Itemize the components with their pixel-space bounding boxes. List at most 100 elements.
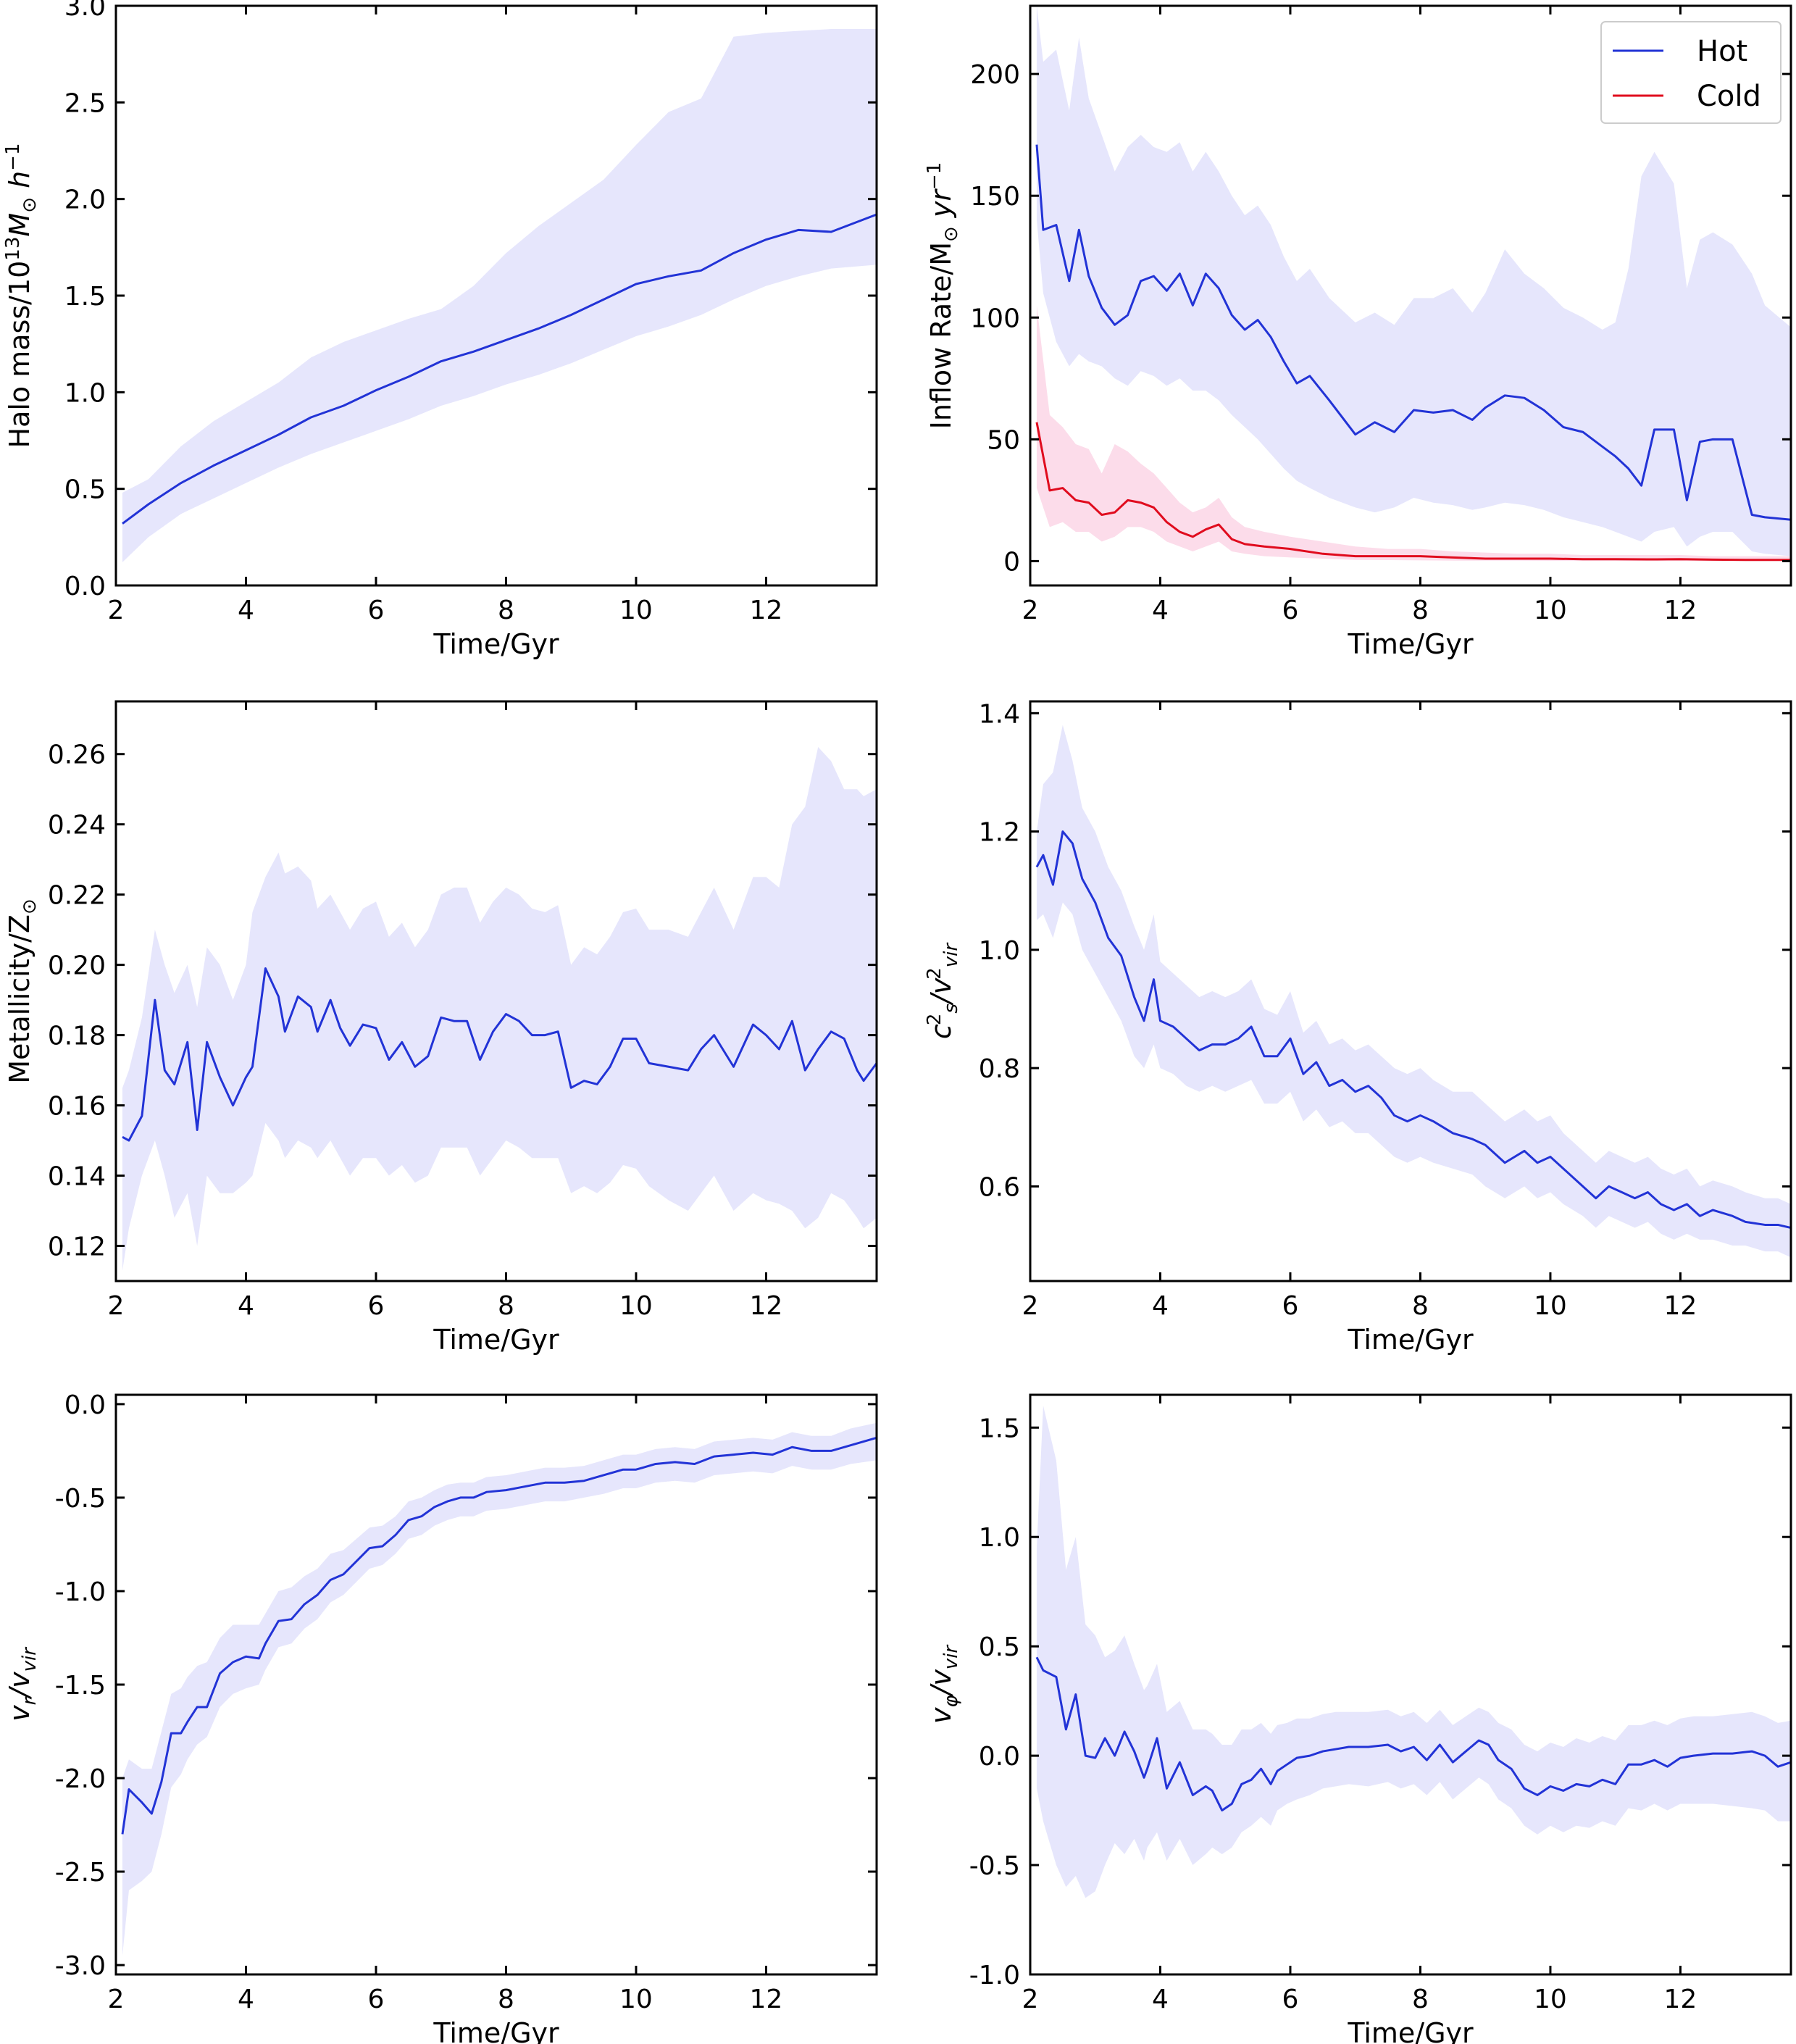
x-tick-label: 12 [1664, 1291, 1697, 1321]
y-tick-label: 0.0 [64, 1390, 106, 1420]
x-tick-label: 8 [498, 1985, 514, 2014]
legend-label-cold: Cold [1697, 80, 1761, 113]
axes-frame [1029, 4, 1792, 587]
y-tick-label: 0.22 [48, 881, 106, 911]
y-axis-label: vφ/vvir [925, 1644, 962, 1724]
x-tick-label: 12 [750, 596, 783, 625]
plot-area [1035, 6, 1791, 562]
panel-azimuthal-velocity: 2 4 6 8 10 12 -1.0 -0.5 0.0 0.5 1.0 1.5 Time/Gyr vφ/v… [925, 1393, 1792, 2044]
x-tick-label: 6 [1282, 1985, 1299, 2014]
x-axis-label: Time/Gyr [433, 2017, 559, 2044]
y-tick-label: -1.0 [55, 1577, 106, 1607]
x-tick-label: 4 [1152, 596, 1169, 625]
series-line-hot [121, 1436, 877, 1835]
x-tick-label: 6 [1282, 1291, 1299, 1321]
x-tick-label: 10 [1534, 596, 1567, 625]
band-hot [122, 29, 877, 562]
y-tick-label: 2.0 [64, 185, 106, 215]
y-tick-label: 0.24 [48, 811, 106, 840]
x-tick-label: 6 [368, 1291, 385, 1321]
x-tick-label: 12 [750, 1985, 783, 2014]
y-tick-label: -2.0 [55, 1764, 106, 1794]
x-tick-label: 2 [108, 1985, 125, 2014]
y-axis-label: vr/vvir [4, 1646, 41, 1722]
x-tick-label: 10 [1534, 1291, 1567, 1321]
x-tick-label: 4 [1152, 1985, 1169, 2014]
plot-area [122, 747, 877, 1271]
x-tick-label: 12 [750, 1291, 783, 1321]
plot-area [1035, 725, 1791, 1258]
x-axis-label: Time/Gyr [1347, 2017, 1474, 2044]
x-axis-label: Time/Gyr [433, 1324, 559, 1356]
y-tick-label: 0.0 [979, 1742, 1020, 1772]
panel-halo-mass: 2 4 6 8 10 12 0.0 0.5 1.0 1.5 2.0 2.5 3.0 Time/Gyr Hal… [2, 0, 878, 660]
x-axis-label: Time/Gyr [1347, 1324, 1474, 1356]
y-axis-label: c2s/v2vir [924, 942, 962, 1039]
y-tick-label: 1.0 [64, 378, 106, 408]
y-tick-label: 1.5 [979, 1414, 1020, 1443]
x-tick-label: 10 [1534, 1985, 1567, 2014]
y-tick-label: 150 [970, 182, 1020, 212]
x-tick-label: 8 [1412, 1985, 1429, 2014]
series-line-cold [1035, 422, 1791, 562]
x-tick-label: 10 [619, 1985, 653, 2014]
y-tick-label: 100 [970, 304, 1020, 333]
y-tick-label: 3.0 [64, 0, 106, 22]
series-line-hot [1035, 1656, 1791, 1812]
y-axis-label: Halo mass/1013M⊙ h−1 [2, 143, 41, 449]
band-hot [1036, 1406, 1791, 1898]
x-tick-label: 2 [1022, 596, 1039, 625]
x-tick-label: 8 [1412, 596, 1429, 625]
y-tick-label: -1.5 [55, 1671, 106, 1701]
legend-box [1600, 21, 1782, 124]
x-tick-label: 6 [1282, 596, 1299, 625]
y-tick-label: 0.18 [48, 1022, 106, 1051]
x-tick-label: 8 [498, 1291, 514, 1321]
y-tick-label: -0.5 [55, 1484, 106, 1514]
panel-metallicity: 2 4 6 8 10 12 0.12 0.14 0.16 0.18 0.20 0.22 0.24 0.26… [4, 700, 878, 1356]
y-tick-label: -2.5 [55, 1858, 106, 1887]
x-tick-label: 4 [1152, 1291, 1169, 1321]
band-hot [1036, 725, 1791, 1258]
axes-frame [114, 700, 878, 1282]
axes-frame [1029, 1393, 1792, 1976]
x-tick-label: 8 [498, 596, 514, 625]
y-tick-label: -1.0 [969, 1961, 1020, 1990]
y-tick-label: 0.5 [979, 1632, 1020, 1662]
x-tick-label: 10 [619, 596, 653, 625]
x-tick-label: 12 [1664, 1985, 1697, 2014]
series-line-hot [1035, 830, 1791, 1229]
x-tick-label: 6 [368, 596, 385, 625]
y-tick-label: -3.0 [55, 1951, 106, 1981]
panel-radial-velocity: 2 4 6 8 10 12 -3.0 -2.5 -2.0 -1.5 -1.0 -0.5 0.0 Time/… [4, 1390, 878, 2044]
panel-inflow-rate: 2 4 6 8 10 12 0 50 100 150 200 Time/Gyr Inflow Rate/… [924, 4, 1792, 660]
x-tick-label: 2 [108, 1291, 125, 1321]
band-cold [1036, 305, 1791, 562]
band-hot [122, 747, 877, 1271]
plot-area [122, 29, 877, 562]
y-tick-label: 0.26 [48, 741, 106, 770]
x-tick-label: 2 [1022, 1985, 1039, 2014]
y-axis-label: Metallicity/Z⊙ [4, 898, 41, 1084]
x-axis-label: Time/Gyr [433, 628, 559, 660]
series-line-hot [1035, 144, 1791, 521]
y-tick-label: 0.6 [979, 1172, 1020, 1202]
band-hot [1036, 6, 1791, 556]
y-tick-label: -0.5 [969, 1851, 1020, 1881]
x-tick-label: 2 [1022, 1291, 1039, 1321]
x-tick-label: 4 [238, 1985, 254, 2014]
x-tick-label: 10 [619, 1291, 653, 1321]
y-tick-label: 200 [970, 60, 1020, 90]
x-tick-label: 8 [1412, 1291, 1429, 1321]
y-tick-label: 1.0 [979, 936, 1020, 966]
series-line-hot [122, 967, 877, 1142]
panel-sound-speed-ratio: 2 4 6 8 10 12 0.6 0.8 1.0 1.2 1.4 Time/Gyr c2s/v2vir [924, 699, 1792, 1356]
band-hot [122, 1422, 877, 1956]
y-tick-label: 0.8 [979, 1054, 1020, 1084]
y-tick-label: 1.4 [979, 699, 1020, 729]
y-tick-label: 0.20 [48, 951, 106, 981]
y-tick-label: 2.5 [64, 88, 106, 118]
y-tick-label: 0.12 [48, 1232, 106, 1262]
y-tick-label: 0 [1003, 547, 1020, 577]
axes-frame [1029, 700, 1792, 1282]
